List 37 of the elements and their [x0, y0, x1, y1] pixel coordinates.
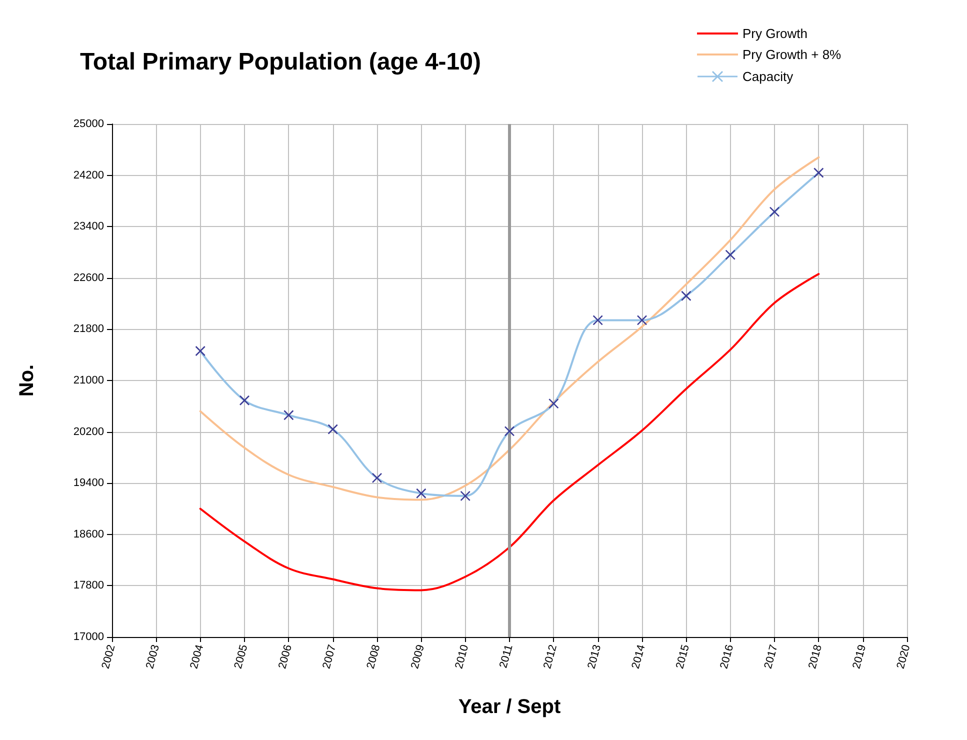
x-tick-label: 2005 — [232, 643, 250, 670]
x-tick-label: 2016 — [718, 643, 736, 670]
legend-label: Capacity — [742, 69, 794, 84]
x-tick-label: 2013 — [586, 643, 604, 670]
x-tick-label: 2009 — [409, 643, 427, 670]
legend-label: Pry Growth + 8% — [742, 47, 842, 62]
x-tick-label: 2007 — [320, 643, 339, 670]
x-tick-label: 2015 — [674, 643, 692, 670]
y-tick-label: 23400 — [73, 220, 104, 233]
x-tick-label: 2002 — [100, 643, 118, 670]
y-axis-title: No. — [16, 364, 38, 397]
y-tick-label: 20200 — [73, 426, 104, 438]
x-tick-label: 2011 — [498, 643, 516, 670]
x-tick-label: 2012 — [542, 643, 560, 670]
y-tick-label: 17000 — [73, 631, 104, 643]
chart-title: Total Primary Population (age 4-10) — [80, 48, 481, 76]
y-tick-label: 25000 — [73, 118, 104, 130]
y-tick-label: 22600 — [73, 272, 104, 284]
legend-label: Pry Growth — [742, 26, 808, 41]
y-tick-label: 21000 — [73, 374, 104, 386]
x-tick-label: 2006 — [276, 643, 294, 670]
y-tick-label: 19400 — [73, 477, 104, 490]
x-tick-label: 2008 — [364, 643, 383, 670]
y-tick-label: 17800 — [73, 580, 104, 592]
x-tick-label: 2004 — [188, 643, 206, 670]
x-tick-label: 2010 — [453, 643, 472, 670]
y-tick-label: 18600 — [73, 528, 104, 540]
y-tick-label: 21800 — [73, 323, 104, 336]
x-tick-label: 2020 — [894, 643, 913, 670]
x-tick-label: 2014 — [630, 643, 648, 670]
x-tick-label: 2003 — [144, 643, 162, 670]
line-series — [199, 273, 820, 592]
x-tick-label: 2017 — [762, 643, 780, 670]
x-tick-label: 2018 — [806, 643, 824, 670]
x-tick-label: 2019 — [850, 643, 869, 670]
y-tick-label: 24200 — [73, 169, 104, 182]
x-axis-title: Year / Sept — [458, 696, 561, 718]
